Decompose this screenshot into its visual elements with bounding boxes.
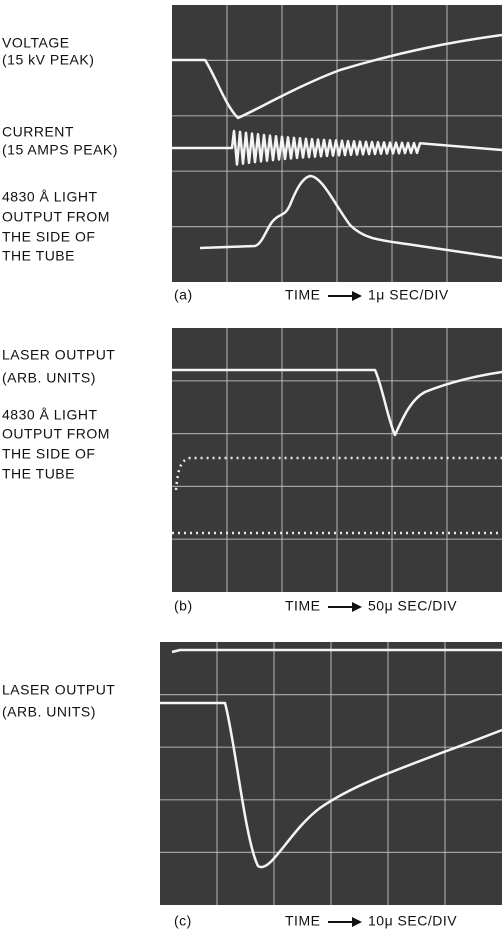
time-label: TIME: [285, 913, 320, 929]
panel-label: (a): [174, 287, 193, 303]
side-label: (ARB. UNITS): [2, 704, 96, 720]
oscilloscope-b: [172, 328, 502, 592]
time-label: TIME: [285, 287, 320, 303]
side-label: OUTPUT FROM: [2, 426, 110, 442]
side-label: (15 AMPS PEAK): [2, 142, 118, 158]
panel-label: (b): [174, 598, 193, 614]
time-scale: 10μ SEC/DIV: [368, 913, 457, 929]
side-label: OUTPUT FROM: [2, 209, 110, 225]
side-label: 4830 Å LIGHT: [2, 189, 98, 205]
side-label: THE TUBE: [2, 466, 75, 482]
side-label: THE SIDE OF: [2, 446, 95, 462]
side-label: CURRENT: [2, 124, 74, 140]
side-label: THE SIDE OF: [2, 229, 95, 245]
arrow-head: [352, 602, 362, 612]
side-label: VOLTAGE: [2, 35, 70, 51]
time-label: TIME: [285, 598, 320, 614]
side-label: (ARB. UNITS): [2, 370, 96, 386]
time-scale: 50μ SEC/DIV: [368, 598, 457, 614]
oscilloscope-c: [160, 642, 502, 905]
side-label: LASER OUTPUT: [2, 682, 115, 698]
panel-label: (c): [174, 913, 192, 929]
side-label: LASER OUTPUT: [2, 347, 115, 363]
oscilloscope-a: [172, 5, 502, 282]
figure: VOLTAGE(15 kV PEAK) CURRENT (15 AMPS PEAK)…: [0, 0, 502, 935]
side-label: (15 kV PEAK): [2, 52, 94, 68]
arrow-head: [352, 917, 362, 927]
side-label: THE TUBE: [2, 248, 75, 264]
time-scale: 1μ SEC/DIV: [368, 287, 449, 303]
arrow-head: [352, 291, 362, 301]
side-label: 4830 Å LIGHT: [2, 407, 98, 423]
